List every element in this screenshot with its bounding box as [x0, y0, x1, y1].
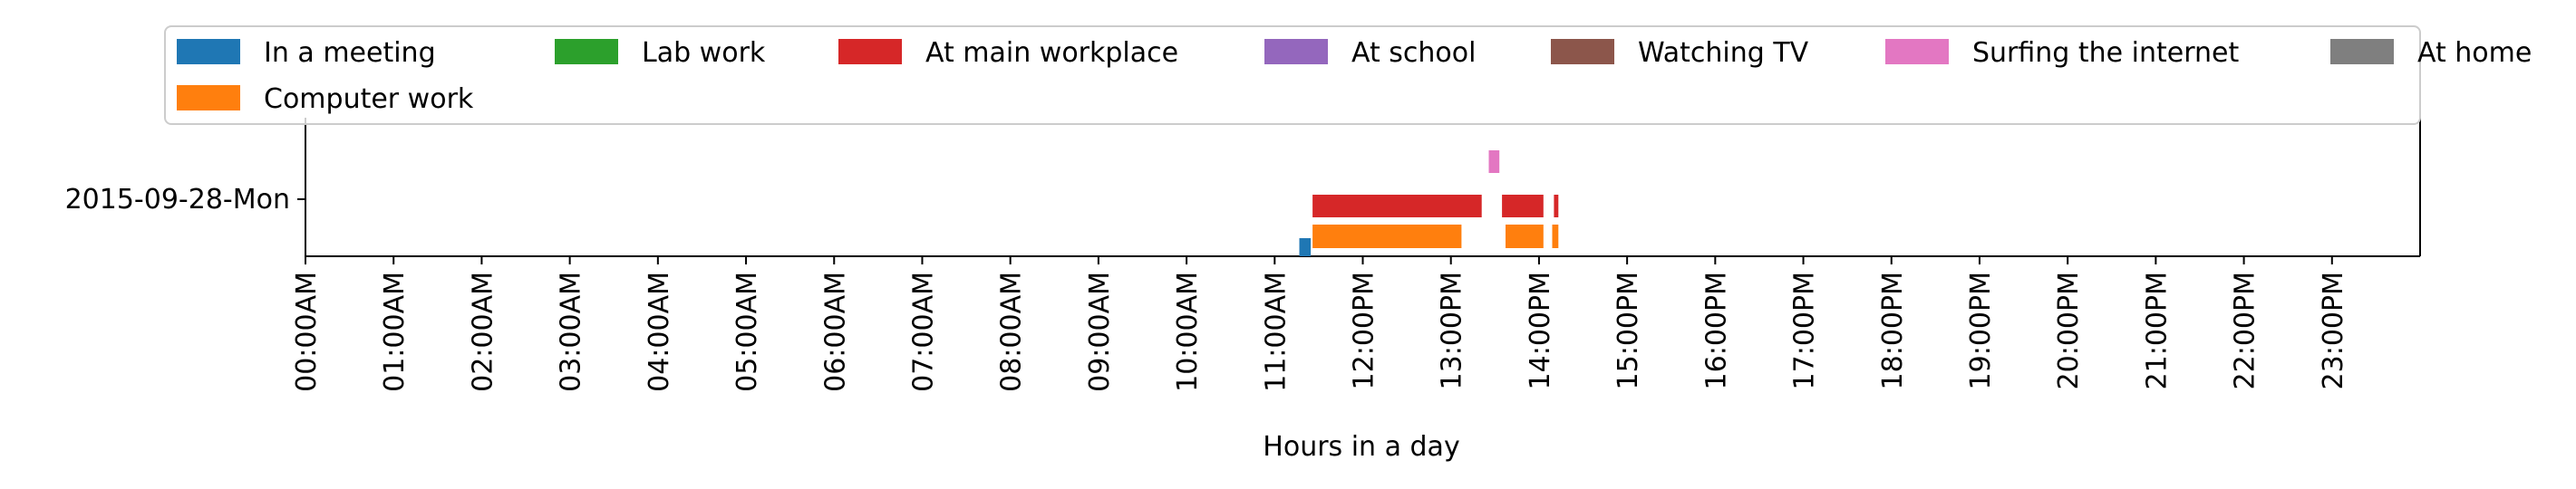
bar-in-a-meeting-0 [1299, 238, 1312, 256]
legend-swatch [177, 39, 240, 64]
x-tick-label: 18:00PM [1877, 272, 1909, 389]
bar-surfing-the-internet-0 [1488, 150, 1500, 173]
legend-label: Surfing the internet [1972, 37, 2239, 69]
legend-label: Watching TV [1638, 37, 1809, 69]
x-tick-label: 21:00PM [2141, 272, 2173, 389]
x-tick-label: 09:00AM [1084, 272, 1116, 392]
legend-swatch [555, 39, 618, 64]
x-tick-label: 12:00PM [1349, 272, 1380, 389]
x-tick-label: 19:00PM [1965, 272, 1997, 389]
x-axis-label: Hours in a day [1263, 431, 1459, 463]
x-tick-label: 04:00AM [644, 272, 675, 392]
x-axis-ticks: 00:00AM 01:00AM 02:00AM 03:00AM 04:00AM 05:00… [291, 256, 2349, 392]
bar-at-main-workplace-0 [1312, 195, 1482, 217]
x-tick-label: 00:00AM [291, 272, 323, 392]
x-tick-label: 23:00PM [2318, 272, 2349, 389]
legend-label: Lab work [642, 37, 766, 69]
x-tick-label: 15:00PM [1612, 272, 1644, 389]
x-tick-label: 07:00AM [907, 272, 939, 392]
bar-computer-work-1 [1506, 225, 1544, 248]
legend-label: At main workplace [925, 37, 1178, 69]
x-tick-label: 14:00PM [1525, 272, 1556, 389]
legend-label: At home [2417, 37, 2532, 69]
x-tick-label: 03:00AM [556, 272, 587, 392]
bar-at-main-workplace-2 [1554, 195, 1559, 217]
legend-swatch [1264, 39, 1328, 64]
legend-box [164, 25, 2421, 125]
legend-swatch [1885, 39, 1949, 64]
x-tick-label: 20:00PM [2053, 272, 2085, 389]
legend-label: At school [1351, 37, 1476, 69]
bar-at-main-workplace-1 [1502, 195, 1544, 217]
bar-computer-work-2 [1552, 225, 1559, 248]
x-tick-label: 06:00AM [819, 272, 851, 392]
activity-bars [1299, 150, 1559, 256]
x-tick-label: 16:00PM [1700, 272, 1732, 389]
y-axis-ticks: 2015-09-28-Mon [65, 184, 305, 216]
x-tick-label: 17:00PM [1789, 272, 1821, 389]
legend-label: Computer work [264, 83, 474, 115]
legend-swatch [177, 85, 240, 110]
legend-label: In a meeting [264, 37, 436, 69]
x-tick-label: 05:00AM [731, 272, 763, 392]
x-tick-label: 10:00AM [1172, 272, 1204, 392]
legend: In a meeting Lab work At main workplace At … [164, 25, 2532, 125]
x-tick-label: 08:00AM [996, 272, 1028, 392]
y-tick-label: 2015-09-28-Mon [65, 184, 290, 216]
x-tick-label: 13:00PM [1437, 272, 1468, 389]
x-tick-label: 02:00AM [467, 272, 499, 392]
x-tick-label: 01:00AM [379, 272, 411, 392]
bar-computer-work-0 [1312, 225, 1462, 248]
legend-swatch [2330, 39, 2394, 64]
legend-swatch [838, 39, 902, 64]
legend-swatch [1551, 39, 1614, 64]
x-tick-label: 22:00PM [2230, 272, 2261, 389]
x-tick-label: 11:00AM [1260, 272, 1292, 392]
